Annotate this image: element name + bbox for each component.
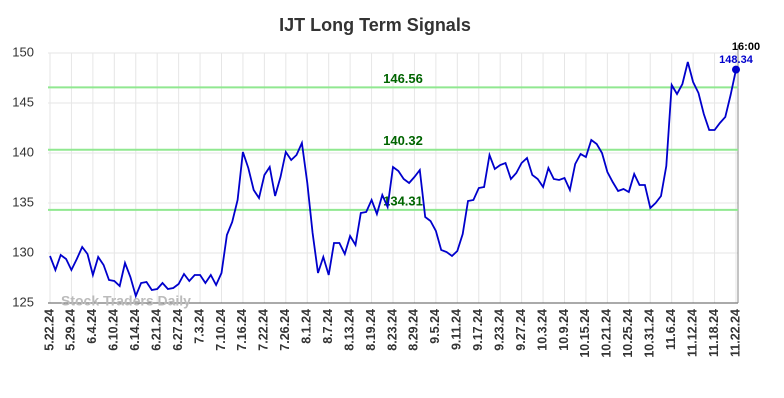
x-tick-label: 11.12.24	[685, 309, 699, 357]
time-label: 16:00	[732, 41, 760, 53]
x-tick-label: 8.1.24	[300, 309, 314, 344]
x-tick-label: 11.18.24	[707, 309, 721, 357]
x-tick-label: 7.3.24	[192, 309, 206, 344]
x-tick-label: 8.13.24	[342, 309, 356, 351]
price-line	[49, 61, 737, 299]
x-tick-label: 9.23.24	[492, 309, 506, 351]
x-tick-label: 11.6.24	[664, 309, 678, 350]
x-tick-label: 10.25.24	[621, 309, 635, 358]
x-tick-label: 7.10.24	[214, 309, 228, 351]
x-tick-label: 6.4.24	[85, 309, 99, 344]
x-tick-label: 10.21.24	[600, 309, 614, 358]
x-tick-label: 9.27.24	[514, 309, 528, 351]
x-tick-label: 6.21.24	[149, 309, 163, 351]
x-tick-label: 9.11.24	[450, 309, 464, 350]
last-value-label: 148.34	[719, 54, 754, 66]
x-tick-label: 10.15.24	[578, 309, 592, 358]
level-label: 146.56	[383, 71, 423, 86]
x-tick-label: 10.31.24	[643, 309, 657, 358]
x-tick-label: 8.23.24	[385, 309, 399, 351]
x-tick-label: 9.17.24	[471, 309, 485, 351]
x-tick-label: 8.7.24	[321, 309, 335, 344]
x-tick-label: 10.9.24	[557, 309, 571, 351]
x-tick-label: 9.5.24	[428, 309, 442, 344]
x-tick-label: 6.27.24	[171, 309, 185, 351]
x-tick-label: 5.29.24	[64, 309, 78, 351]
y-tick-label: 140	[12, 144, 34, 159]
chart-title: IJT Long Term Signals	[279, 15, 471, 35]
x-tick-label: 10.3.24	[535, 309, 549, 351]
y-tick-label: 150	[12, 44, 34, 59]
level-label: 140.32	[383, 133, 423, 148]
last-point	[732, 65, 740, 74]
y-tick-label: 145	[12, 94, 34, 109]
x-tick-label: 8.29.24	[407, 309, 421, 351]
watermark: Stock Traders Daily	[61, 293, 191, 309]
y-tick-label: 125	[12, 294, 34, 309]
x-tick-label: 5.22.24	[42, 309, 56, 351]
x-tick-label: 11.22.24	[728, 309, 742, 357]
x-tick-label: 7.16.24	[235, 309, 249, 351]
x-tick-label: 7.22.24	[257, 309, 271, 351]
y-tick-label: 130	[12, 244, 34, 259]
x-tick-label: 7.26.24	[278, 309, 292, 351]
level-label: 134.31	[383, 193, 423, 208]
x-tick-label: 6.10.24	[107, 309, 121, 351]
y-tick-label: 135	[12, 194, 34, 209]
x-tick-label: 6.14.24	[128, 309, 142, 351]
x-tick-label: 8.19.24	[364, 309, 378, 351]
